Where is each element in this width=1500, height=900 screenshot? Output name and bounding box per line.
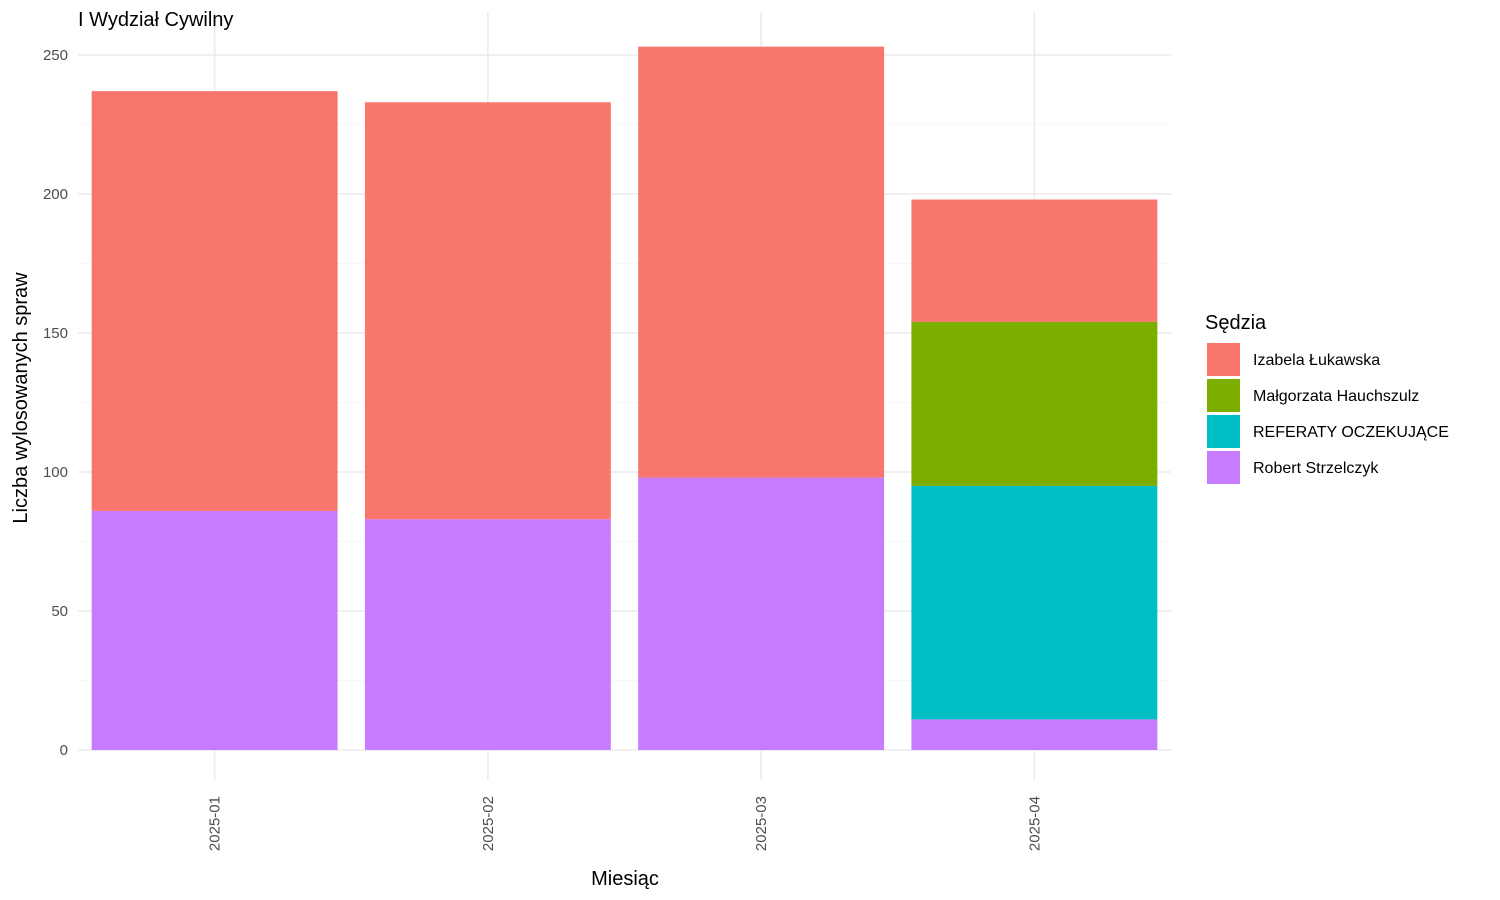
bar-2025-04-referaty-oczekujace — [911, 485, 1158, 720]
x-tick-label: 2025-04 — [1026, 796, 1043, 851]
bar-2025-02-robert-strzelczyk — [364, 519, 611, 750]
x-tick-label: 2025-01 — [207, 796, 224, 851]
legend-items: Izabela Łukawska Małgorzata Hauchszulz REF… — [1207, 343, 1449, 484]
bar-2025-03-izabela-lukawska — [638, 46, 885, 478]
legend-label: REFERATY OCZEKUJĄCE — [1253, 424, 1449, 441]
legend-label: Robert Strzelczyk — [1253, 460, 1379, 477]
x-axis-ticks: 2025-01 2025-02 2025-03 2025-04 — [207, 796, 1044, 851]
y-tick-label: 250 — [43, 47, 68, 64]
y-tick-label: 0 — [60, 742, 68, 759]
y-tick-label: 200 — [43, 186, 68, 203]
y-axis-ticks: 0 50 100 150 200 250 — [43, 47, 68, 759]
bar-2025-04-izabela-lukawska — [911, 199, 1158, 322]
bar-2025-02-izabela-lukawska — [364, 102, 611, 520]
x-axis-title: Miesiąc — [591, 868, 659, 890]
y-tick-label: 100 — [43, 464, 68, 481]
bar-2025-04-malgorzata-hauchszulz — [911, 321, 1158, 486]
legend: Sędzia Izabela Łukawska Małgorzata Hauchs… — [1205, 312, 1449, 484]
x-tick-label: 2025-02 — [480, 796, 497, 851]
x-tick-label: 2025-03 — [753, 796, 770, 851]
y-tick-label: 150 — [43, 325, 68, 342]
y-tick-label: 50 — [51, 603, 68, 620]
bar-2025-03-robert-strzelczyk — [638, 477, 885, 750]
legend-swatch-robert-strzelczyk — [1207, 451, 1240, 484]
bars — [91, 46, 1158, 750]
legend-swatch-referaty-oczekujace — [1207, 415, 1240, 448]
legend-title: Sędzia — [1205, 312, 1267, 334]
chart-title: I Wydział Cywilny — [78, 9, 233, 31]
bar-2025-01-izabela-lukawska — [91, 91, 338, 511]
legend-swatch-malgorzata-hauchszulz — [1207, 379, 1240, 412]
bar-2025-01-robert-strzelczyk — [91, 510, 338, 750]
legend-label: Izabela Łukawska — [1253, 352, 1380, 369]
legend-swatch-izabela-lukawska — [1207, 343, 1240, 376]
legend-label: Małgorzata Hauchszulz — [1253, 388, 1419, 405]
bar-2025-04-robert-strzelczyk — [911, 719, 1158, 750]
y-axis-title: Liczba wylosowanych spraw — [10, 272, 32, 524]
